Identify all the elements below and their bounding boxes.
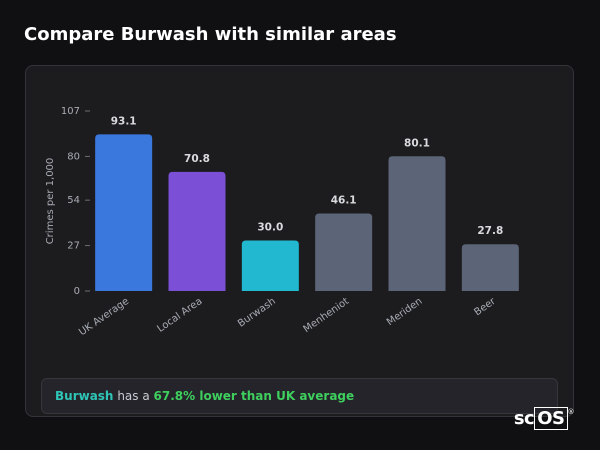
value-label: 70.8 [184, 153, 210, 165]
page-title: Compare Burwash with similar areas [24, 24, 397, 45]
summary-text: has a [117, 389, 150, 403]
summary-box: Burwash has a 67.8% lower than UK averag… [41, 378, 558, 414]
bar [461, 244, 519, 291]
x-tick-label: Local Area [155, 296, 204, 335]
x-tick-label: Burwash [236, 296, 278, 330]
bar [95, 134, 153, 291]
bar [168, 171, 226, 291]
y-tick-label: 80 [67, 151, 80, 162]
y-tick-label: 54 [67, 195, 80, 206]
value-label: 27.8 [477, 225, 503, 237]
summary-highlight: 67.8% lower than UK average [153, 389, 355, 403]
bar [241, 240, 299, 291]
x-tick-label: Meriden [385, 296, 424, 328]
x-tick-label: Beer [472, 295, 498, 318]
bar [315, 213, 373, 291]
value-label: 93.1 [111, 115, 137, 127]
y-tick-label: 107 [61, 106, 80, 117]
summary-area: Burwash [55, 389, 114, 403]
logo-mark: ® [567, 408, 575, 416]
logo-prefix: sc [513, 408, 535, 429]
chart: Crimes per 1,000 0 27 54 80 107 UK Average 93.1… [45, 106, 519, 338]
x-tick-label: Menheniot [302, 296, 352, 335]
value-label: 80.1 [404, 137, 430, 149]
x-tick-label: UK Average [77, 296, 131, 338]
y-axis-label: Crimes per 1,000 [45, 158, 56, 245]
value-label: 46.1 [331, 194, 357, 206]
value-label: 30.0 [257, 222, 283, 234]
y-tick-label: 27 [67, 241, 80, 252]
logo-boxed: OS [534, 407, 568, 430]
bar [388, 156, 446, 291]
logo: sc OS ® [513, 407, 575, 430]
y-tick-label: 0 [74, 286, 80, 297]
